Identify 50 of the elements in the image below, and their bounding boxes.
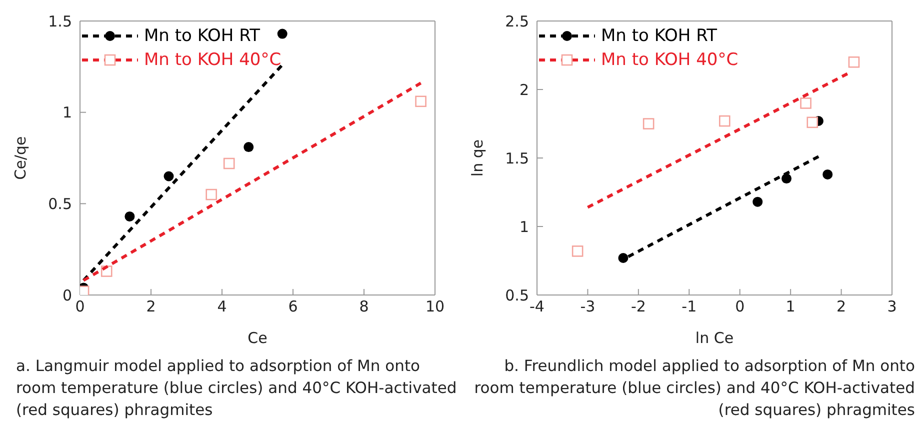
text: b. Freundlich model applied to adsorption of Mn onto room temperature (blue circles) and 40°C KOH-activated (red squares) phragmites bbox=[473, 356, 915, 421]
point bbox=[164, 171, 174, 182]
legend-label: Mn to KOH 40°C bbox=[144, 49, 282, 72]
point bbox=[752, 196, 763, 207]
legend-label: Mn to KOH RT bbox=[144, 25, 260, 48]
y-axis-title: Ce/qe bbox=[11, 136, 30, 180]
point bbox=[244, 142, 254, 152]
point bbox=[277, 28, 288, 39]
text: a. Langmuir model applied to adsorption of Mn onto room temperature (blue circles) and 40°C KOH-activated (red squares) phragmites bbox=[16, 356, 458, 421]
x-tick-label: -3 bbox=[580, 298, 596, 316]
x-tick-label: 10 bbox=[425, 298, 445, 316]
x-tick-label: 4 bbox=[217, 298, 227, 316]
x-tick-label: 0 bbox=[75, 298, 85, 316]
point bbox=[822, 169, 833, 180]
x-tick-label: 8 bbox=[359, 298, 369, 316]
x-tick-label: 0 bbox=[735, 298, 745, 316]
point bbox=[642, 118, 654, 130]
y-tick-label: 2.5 bbox=[505, 12, 529, 30]
x-tick-label: 2 bbox=[836, 298, 846, 316]
x-tick-label: 2 bbox=[146, 298, 156, 316]
y-tick-label: 0.5 bbox=[48, 194, 72, 213]
point bbox=[223, 158, 235, 170]
y-tick-label: 0 bbox=[62, 286, 72, 304]
x-tick-label: 1 bbox=[786, 298, 796, 316]
point bbox=[806, 116, 818, 128]
y-tick-label: 1.5 bbox=[48, 12, 72, 30]
x-tick-label: 3 bbox=[887, 298, 897, 316]
x-axis-title: Ce bbox=[248, 329, 268, 347]
point bbox=[782, 174, 792, 184]
point bbox=[618, 253, 628, 264]
point bbox=[124, 211, 135, 222]
y-tick-label: 0.5 bbox=[505, 286, 529, 304]
point bbox=[800, 98, 812, 109]
y-tick-label: 1 bbox=[62, 104, 72, 122]
point bbox=[415, 96, 426, 108]
y-tick-label: 2 bbox=[519, 80, 529, 99]
legend-label: Mn to KOH RT bbox=[601, 25, 718, 48]
x-tick-label: -1 bbox=[682, 298, 697, 316]
x-tick-label: 6 bbox=[288, 298, 298, 316]
y-tick-label: 1 bbox=[519, 218, 529, 236]
point bbox=[848, 56, 860, 68]
y-tick-label: 1.5 bbox=[505, 149, 529, 168]
point bbox=[206, 188, 217, 200]
y-axis-title: ln qe bbox=[468, 139, 486, 177]
point bbox=[572, 246, 584, 257]
x-tick-label: -2 bbox=[630, 298, 646, 316]
x-tick-label: -4 bbox=[530, 298, 544, 316]
legend-label: Mn to KOH 40°C bbox=[601, 49, 738, 72]
x-axis-title: ln Ce bbox=[695, 329, 734, 347]
point bbox=[718, 115, 730, 127]
